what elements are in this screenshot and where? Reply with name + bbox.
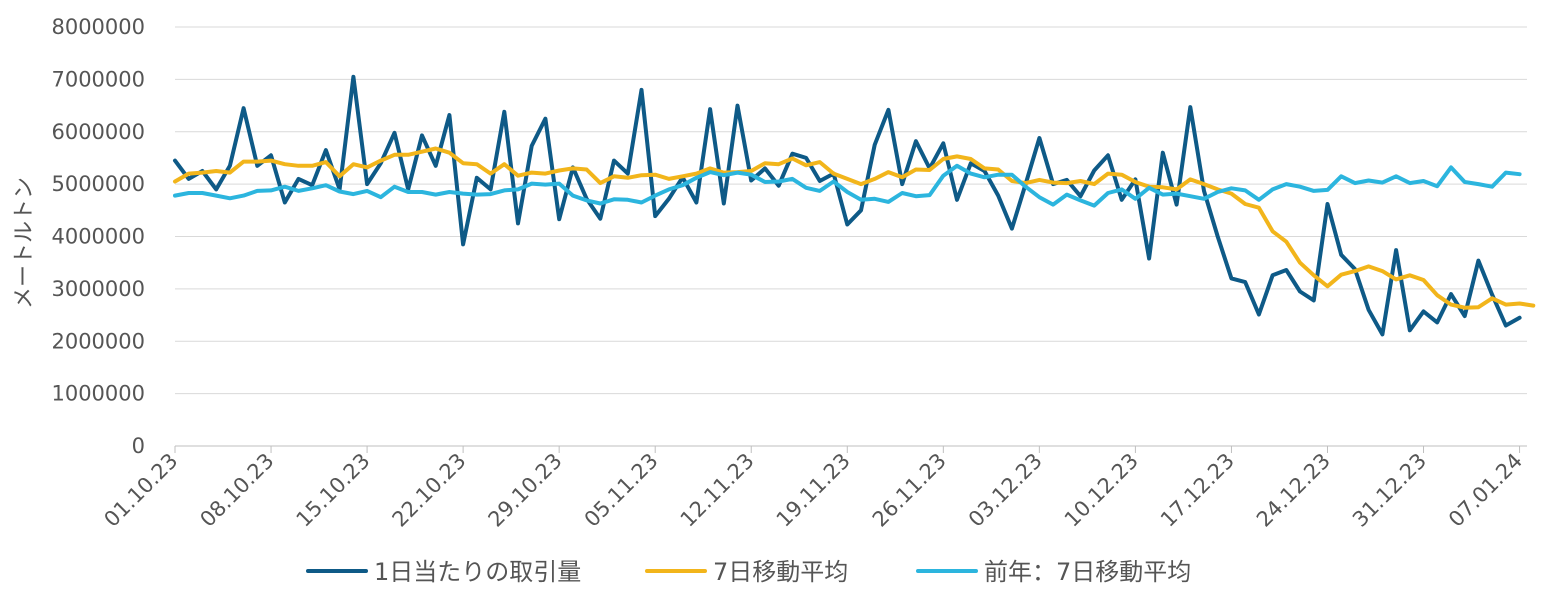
y-tick-label: 5000000 xyxy=(51,172,145,196)
y-axis-tick-labels: 0 1000000 2000000 3000000 4000000 5000000 6000… xyxy=(51,15,145,458)
y-tick-label: 6000000 xyxy=(51,120,145,144)
x-tick-label: 26.11.23 xyxy=(868,449,951,532)
x-tick-label: 01.10.23 xyxy=(99,449,182,532)
x-tick-label: 19.11.23 xyxy=(772,449,855,532)
x-tick-label: 07.01.24 xyxy=(1444,449,1527,532)
legend-label: 7日移動平均 xyxy=(713,558,848,586)
series-lines xyxy=(173,74,1536,337)
x-tick-label: 24.12.23 xyxy=(1252,449,1335,532)
x-tick-label: 10.12.23 xyxy=(1060,449,1143,532)
gridlines xyxy=(175,26,1527,447)
y-tick-label: 4000000 xyxy=(51,225,145,249)
y-tick-label: 8000000 xyxy=(51,15,145,39)
x-tick-label: 12.11.23 xyxy=(676,449,759,532)
series-line-2 xyxy=(173,146,1536,310)
y-tick-label: 7000000 xyxy=(51,67,145,91)
y-tick-label: 3000000 xyxy=(51,277,145,301)
x-tick-label: 17.12.23 xyxy=(1156,449,1239,532)
x-tick-label: 08.10.23 xyxy=(195,449,278,532)
y-tick-label: 0 xyxy=(132,434,145,458)
x-tick-label: 05.11.23 xyxy=(580,449,663,532)
x-tick-label: 31.12.23 xyxy=(1348,449,1431,532)
series-line-3 xyxy=(173,163,1522,208)
legend: 1日当たりの取引量 7日移動平均 前年：7日移動平均 xyxy=(306,558,1191,586)
legend-label: 1日当たりの取引量 xyxy=(374,558,581,586)
y-tick-label: 1000000 xyxy=(51,382,145,406)
y-axis-title: メートルトン xyxy=(12,177,37,309)
series-line-1 xyxy=(173,74,1522,337)
y-tick-label: 2000000 xyxy=(51,329,145,353)
legend-label: 前年：7日移動平均 xyxy=(984,558,1191,586)
x-tick-label: 03.12.23 xyxy=(964,449,1047,532)
x-tick-label: 15.10.23 xyxy=(292,449,375,532)
x-tick-label: 22.10.23 xyxy=(388,449,471,532)
x-axis-tick-labels: 01.10.23 08.10.23 15.10.23 22.10.23 29.10.23… xyxy=(99,446,1527,532)
x-tick-label: 29.10.23 xyxy=(484,449,567,532)
